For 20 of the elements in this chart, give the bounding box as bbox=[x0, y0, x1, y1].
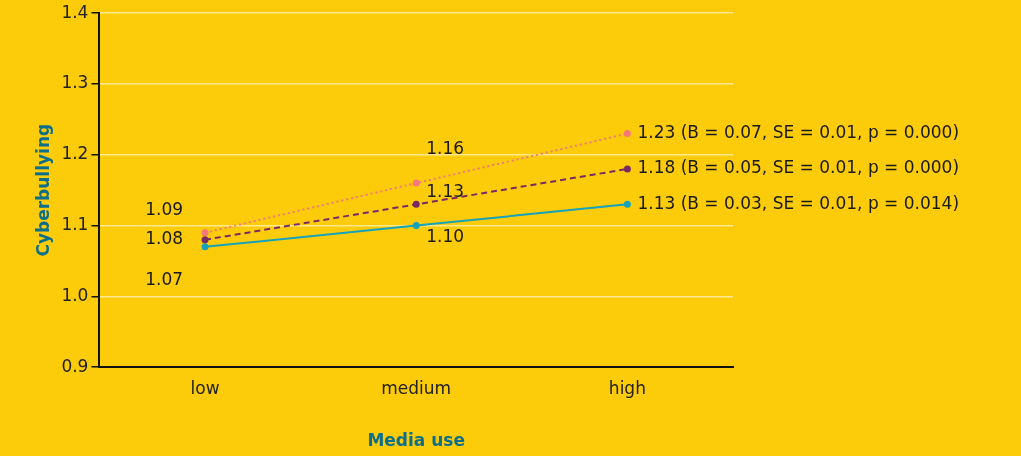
data-label: 1.07 bbox=[145, 269, 184, 290]
x-axis-title: Media use bbox=[367, 430, 466, 451]
data-label: 1.08 bbox=[145, 228, 184, 249]
data-label: 1.18 (B = 0.05, SE = 0.01, p = 0.000) bbox=[637, 157, 960, 178]
x-tick-label: low bbox=[190, 377, 220, 398]
y-tick-label: 1.0 bbox=[61, 284, 89, 305]
data-label: 1.13 (B = 0.03, SE = 0.01, p = 0.014) bbox=[637, 192, 960, 213]
data-label: 1.13 bbox=[426, 180, 465, 201]
x-tick-label: medium bbox=[381, 377, 452, 398]
data-label: 1.10 bbox=[426, 226, 465, 247]
y-tick-label: 1.1 bbox=[61, 214, 89, 235]
y-tick-label: 1.3 bbox=[61, 72, 89, 93]
y-tick-label: 1.4 bbox=[61, 1, 89, 22]
y-axis-title: Cyberbullying bbox=[32, 123, 53, 257]
y-tick-label: 0.9 bbox=[61, 355, 89, 376]
data-label: 1.23 (B = 0.07, SE = 0.01, p = 0.000) bbox=[637, 121, 960, 142]
data-label: 1.09 bbox=[145, 199, 184, 220]
y-tick-label: 1.2 bbox=[61, 143, 89, 164]
data-label: 1.16 bbox=[426, 137, 465, 158]
x-tick-label: high bbox=[608, 377, 646, 398]
